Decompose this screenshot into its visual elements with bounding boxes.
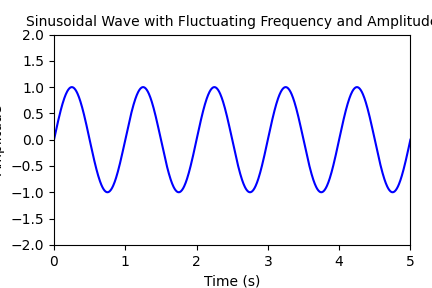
Y-axis label: Amplitude: Amplitude	[0, 104, 5, 175]
X-axis label: Time (s): Time (s)	[204, 274, 260, 288]
Title: Sinusoidal Wave with Fluctuating Frequency and Amplitude: Sinusoidal Wave with Fluctuating Frequen…	[26, 15, 432, 29]
